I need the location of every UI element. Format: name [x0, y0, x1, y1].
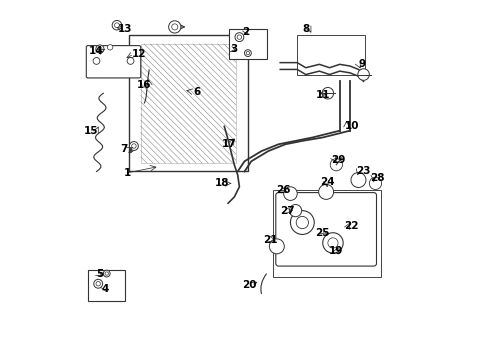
Text: 21: 21: [262, 234, 277, 244]
Text: 4: 4: [101, 284, 108, 294]
Circle shape: [327, 238, 337, 248]
Bar: [297, 35, 365, 75]
Circle shape: [103, 270, 110, 277]
Text: 20: 20: [242, 280, 256, 291]
Text: 14: 14: [89, 46, 103, 56]
Text: 15: 15: [84, 126, 99, 136]
Circle shape: [235, 33, 244, 41]
Text: 26: 26: [276, 185, 290, 195]
Bar: [128, 35, 247, 171]
Text: 7: 7: [120, 144, 127, 154]
Circle shape: [131, 144, 136, 148]
Circle shape: [93, 58, 100, 64]
Circle shape: [357, 69, 368, 80]
Circle shape: [290, 211, 314, 234]
FancyBboxPatch shape: [86, 46, 141, 78]
Text: 16: 16: [137, 80, 151, 90]
Circle shape: [283, 187, 297, 201]
Circle shape: [114, 23, 119, 28]
Text: 22: 22: [344, 221, 358, 231]
Text: 18: 18: [215, 179, 229, 188]
Text: 1: 1: [123, 168, 130, 178]
Circle shape: [168, 21, 181, 33]
Bar: [88, 270, 125, 301]
Circle shape: [244, 50, 251, 57]
Circle shape: [322, 87, 333, 99]
Text: 5: 5: [96, 269, 103, 279]
Circle shape: [96, 45, 104, 53]
Circle shape: [107, 45, 113, 50]
Circle shape: [245, 51, 249, 55]
Text: 11: 11: [315, 90, 329, 100]
Text: 2: 2: [242, 27, 249, 37]
Circle shape: [322, 233, 343, 253]
Circle shape: [289, 204, 301, 217]
Circle shape: [269, 239, 284, 254]
Text: 6: 6: [193, 86, 200, 96]
Circle shape: [237, 35, 241, 39]
Circle shape: [296, 216, 308, 229]
Circle shape: [94, 279, 102, 288]
Circle shape: [105, 272, 108, 275]
Text: 13: 13: [118, 24, 132, 33]
Text: 10: 10: [344, 121, 358, 131]
Circle shape: [129, 141, 138, 150]
Circle shape: [368, 177, 381, 189]
Bar: [141, 44, 236, 163]
Circle shape: [96, 282, 100, 286]
Circle shape: [127, 58, 134, 64]
Circle shape: [350, 172, 365, 188]
Bar: [229, 28, 266, 59]
Circle shape: [318, 184, 333, 199]
Text: 27: 27: [279, 206, 294, 216]
Text: 23: 23: [356, 166, 370, 176]
Text: 29: 29: [330, 154, 345, 165]
Text: 19: 19: [328, 247, 343, 256]
Circle shape: [329, 158, 342, 171]
Circle shape: [171, 24, 178, 30]
Text: 24: 24: [320, 177, 334, 187]
Circle shape: [112, 21, 122, 30]
Circle shape: [98, 47, 102, 51]
FancyBboxPatch shape: [275, 193, 376, 266]
Text: 12: 12: [131, 49, 146, 59]
Text: 17: 17: [222, 139, 236, 149]
Text: 3: 3: [230, 44, 238, 54]
Text: 9: 9: [358, 59, 365, 69]
Text: 8: 8: [302, 24, 309, 33]
Text: 25: 25: [315, 228, 329, 238]
Bar: [273, 190, 380, 277]
Text: 28: 28: [369, 173, 384, 183]
